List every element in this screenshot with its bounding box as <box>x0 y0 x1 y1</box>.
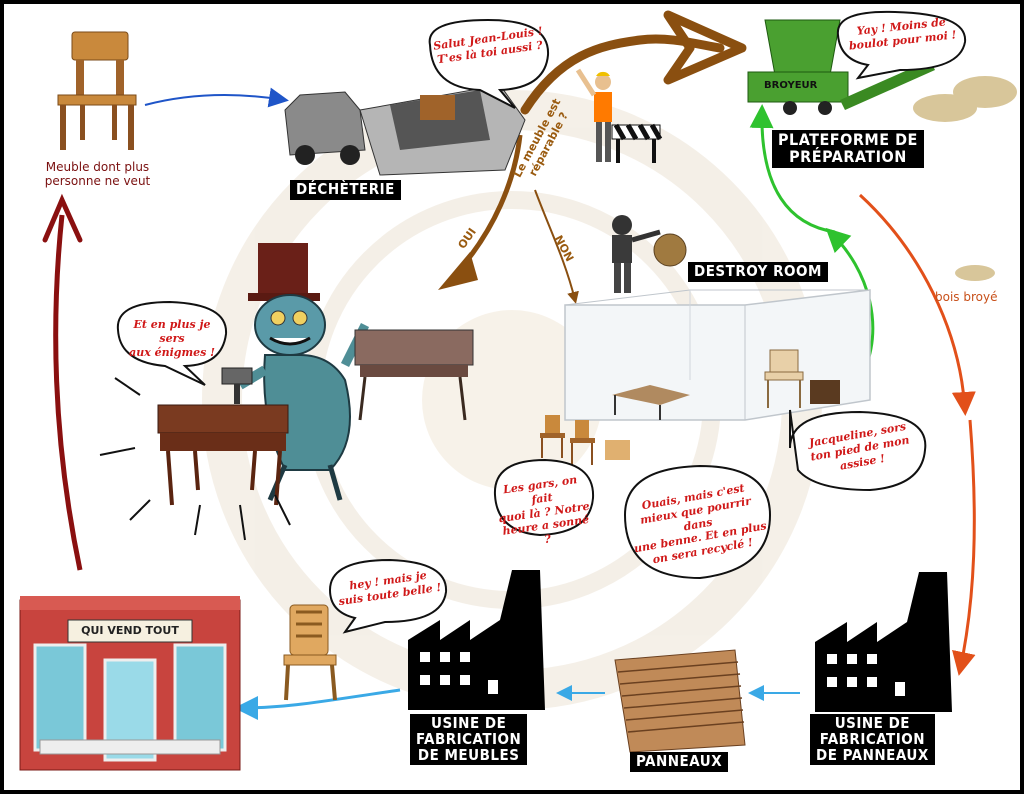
arrow-oui-head <box>438 252 478 290</box>
label-destroy-room: DESTROY ROOM <box>688 262 828 282</box>
arrow-shop-to-meuble-head <box>42 193 83 243</box>
arrow-head-broyeur <box>663 10 747 85</box>
caption-meuble: Meuble dont plus personne ne veut <box>44 160 151 189</box>
worker <box>575 68 612 162</box>
unwanted-chair <box>57 31 137 150</box>
bubble-yay-shape <box>836 10 967 80</box>
destroy-room-box <box>564 289 871 421</box>
label-usine-meubles: USINE DE FABRICATION DE MEUBLES <box>410 714 528 766</box>
road-barrier <box>611 123 663 163</box>
bubble-hey-shape <box>328 558 448 634</box>
bubble-jacqueline-shape <box>789 409 927 492</box>
label-panneaux: PANNEAUX <box>630 752 729 772</box>
arrow-shop-to-meuble <box>53 214 83 571</box>
impact-lines <box>99 377 291 541</box>
arrow-green-up <box>749 104 836 234</box>
new-chair <box>283 604 337 701</box>
bubble-les-gars-shape <box>493 458 595 537</box>
arrow-bois-to-usine-panneaux <box>952 419 976 676</box>
label-decheterie: DÉCHÈTERIE <box>290 180 401 200</box>
caption-bois-broye: bois broyé <box>935 290 998 304</box>
bubble-salut-shape <box>428 18 550 109</box>
bubble-shapes <box>116 10 967 634</box>
bubble-les-gars-text: Les gars, on fait quoi là ? Notre heure … <box>497 473 591 547</box>
destroyer-person <box>612 215 687 293</box>
broyeur-label: BROYEUR <box>764 80 818 91</box>
arrow-decheterie-to-broyeur <box>520 34 725 115</box>
label-usine-panneaux: USINE DE FABRICATION DE PANNEAUX <box>810 714 935 766</box>
sawdust-piles <box>913 76 1017 281</box>
shop-building <box>19 596 241 771</box>
bubble-enigmes-text: Et en plus je sers aux énigmes ! <box>129 318 215 359</box>
bubble-enigmes-shape <box>116 300 228 386</box>
panel-stack <box>614 649 746 753</box>
decheterie-scrap <box>284 84 526 176</box>
shop-sign-text: QUI VEND TOUT <box>81 624 179 637</box>
arrow-chair-to-decheterie <box>144 87 289 108</box>
arrow-non <box>534 189 579 304</box>
factory-panneaux <box>815 572 952 712</box>
label-plateforme: PLATEFORME DE PRÉPARATION <box>772 130 924 168</box>
wooden-table <box>157 404 289 506</box>
arrow-plateforme-to-bois <box>858 193 976 416</box>
broyeur-machine <box>747 19 935 115</box>
shop-sign-board <box>67 619 193 643</box>
bubble-ouais-shape <box>623 464 772 580</box>
small-chairs <box>540 415 630 465</box>
arrow-usine-to-shop <box>234 688 401 720</box>
old-table-right <box>354 329 474 421</box>
factory-meubles <box>408 570 545 710</box>
